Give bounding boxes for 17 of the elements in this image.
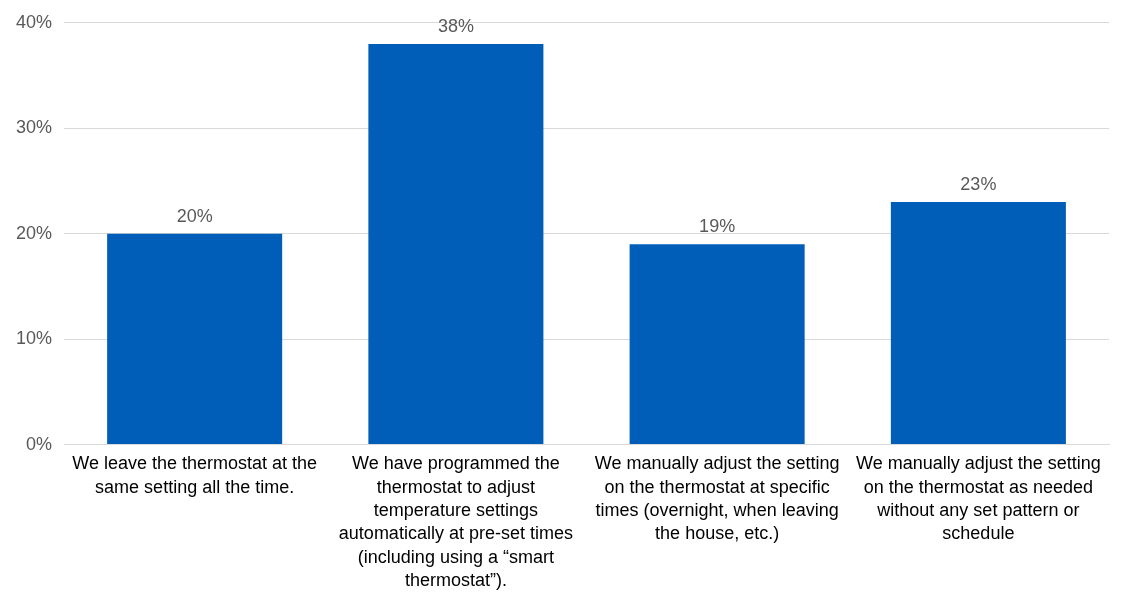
x-tick-label: We manually adjust the setting on the thermostat as needed without any set pattern or schedule <box>855 453 1101 544</box>
bar <box>890 202 1066 445</box>
bar <box>629 244 805 445</box>
y-tick-label: 0% <box>26 433 53 454</box>
x-tick-label: We have programmed the thermostat to adjust temperature settings automatically at pre-set times (including using a “smart thermostat”). <box>338 453 573 591</box>
data-label: 38% <box>437 15 474 36</box>
x-tick-label: We leave the thermostat at the same setting all the time. <box>72 453 318 497</box>
bar <box>368 43 544 445</box>
data-label: 19% <box>699 216 736 237</box>
y-tick-label: 40% <box>16 11 53 32</box>
y-tick-label: 20% <box>16 222 53 243</box>
data-label: 23% <box>960 174 997 195</box>
y-tick-label: 30% <box>16 117 53 138</box>
y-tick-label: 10% <box>16 328 53 349</box>
x-tick-label: We manually adjust the setting on the thermostat at specific times (overnight, when leaving the house, etc.) <box>594 453 840 544</box>
data-label: 20% <box>176 205 213 226</box>
bar <box>107 233 283 445</box>
